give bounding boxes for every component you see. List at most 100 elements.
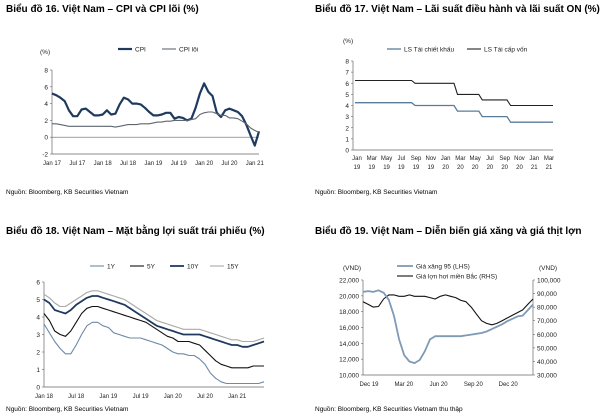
core-cpi-line: [52, 111, 260, 133]
x-tick-label: Jan 21: [246, 161, 265, 167]
x-tick-label: 20: [516, 165, 523, 171]
x-tick-label: 19: [428, 165, 435, 171]
legend-label: LS Tái cấp vốn: [484, 45, 528, 54]
legend-label: CPI: [135, 47, 146, 54]
x-tick-label: Jan 19: [144, 161, 163, 167]
x-tick-label: Jul 18: [68, 394, 85, 400]
yield-1y-line: [43, 321, 265, 385]
y-tick-label: 0: [44, 135, 48, 142]
y-tick-label: 6: [44, 84, 48, 91]
x-tick-label: 20: [442, 165, 449, 171]
x-tick-label: Jan 20: [164, 394, 183, 400]
y-tick-label: 6: [345, 81, 349, 88]
cpi-line: [51, 82, 261, 147]
x-tick-label: Jul 20: [221, 161, 238, 167]
y2-tick-label: 50,000: [537, 345, 557, 352]
chart-source: Nguồn: Bloomberg, KB Securities Vietnam: [6, 406, 129, 413]
y-tick-label: 18,000: [339, 309, 359, 316]
chart-source: Nguồn: Bloomberg, KB Securities Vietnam: [315, 189, 438, 196]
chart-svg: 6 5 4 3 2 1 0 Jan 18 Jul 18 Jan 19 Jul 19 Jan 20 Jul…: [35, 264, 265, 400]
pork-price-line: [362, 294, 534, 326]
y2-tick-label: 100,000: [537, 278, 561, 285]
y-tick-label: 14,000: [339, 341, 359, 348]
y-tick-label: 4: [36, 315, 40, 322]
y2-tick-label: 30,000: [537, 373, 557, 380]
legend-label: 5Y: [147, 264, 156, 271]
y-tick-label: 2: [44, 118, 48, 125]
y-tick-label: 22,000: [339, 278, 359, 285]
x-tick-label: Sep 20: [464, 382, 484, 388]
y-tick-label: 0: [345, 148, 349, 155]
x-tick-label: 20: [457, 165, 464, 171]
chart-title: Biểu đồ 18. Việt Nam – Mặt bằng lợi suất…: [6, 226, 265, 237]
x-tick-label: 19: [368, 165, 375, 171]
y-tick-label: 4: [44, 101, 48, 108]
y2-tick-label: 60,000: [537, 332, 557, 339]
discount-rate-line: [355, 102, 553, 123]
chart-title: Biểu đồ 16. Việt Nam – CPI và CPI lõi (%…: [6, 4, 199, 15]
x-tick-label: 21: [546, 165, 553, 171]
x-tick-label: Jul 18: [120, 161, 137, 167]
y-tick-label: 2: [345, 125, 349, 132]
y-tick-label: 4: [345, 103, 349, 110]
y2-axis-unit: (VND): [539, 265, 557, 272]
y-tick-label: 3: [36, 332, 40, 339]
x-tick-label: Jan: [529, 156, 539, 162]
x-tick-label: 21: [531, 165, 538, 171]
y-tick-label: 10,000: [339, 373, 359, 380]
y-tick-label: 2: [36, 350, 40, 357]
y-tick-label: 8: [345, 59, 349, 66]
y-tick-label: 1: [345, 136, 349, 143]
x-tick-label: Mar 20: [394, 382, 413, 388]
x-tick-label: Mar: [544, 156, 554, 162]
x-tick-label: Jan: [441, 156, 451, 162]
x-tick-label: Mar: [455, 156, 465, 162]
x-tick-label: Jul: [486, 156, 494, 162]
x-tick-label: Nov: [426, 156, 437, 162]
y-axis-unit: (%): [343, 38, 353, 45]
legend-label: LS Tái chiết khấu: [404, 45, 454, 54]
legend-label: CPI lõi: [179, 47, 198, 54]
x-tick-label: 19: [413, 165, 420, 171]
refinancing-rate-line: [355, 79, 553, 107]
x-tick-label: 19: [398, 165, 405, 171]
x-tick-label: Nov: [514, 156, 525, 162]
x-tick-label: Jan 20: [195, 161, 214, 167]
y-tick-label: 3: [345, 114, 349, 121]
x-tick-label: Sep: [411, 156, 422, 162]
chart-title: Biểu đồ 17. Việt Nam – Lãi suất điều hàn…: [315, 4, 600, 15]
y-axis-unit: (VND): [343, 265, 361, 272]
legend-label: 1Y: [107, 264, 116, 271]
yield-10y-line: [43, 295, 265, 348]
y-tick-label: 5: [36, 297, 40, 304]
y2-tick-label: 70,000: [537, 318, 557, 325]
y-tick-label: 6: [36, 280, 40, 287]
chart-panel-cpi: Biểu đồ 16. Việt Nam – CPI và CPI lõi (%…: [6, 4, 286, 204]
x-tick-label: Jan 17: [43, 161, 62, 167]
x-tick-label: Jan 18: [94, 161, 113, 167]
x-tick-label: Jan 19: [99, 394, 118, 400]
y-tick-label: 16,000: [339, 325, 359, 332]
x-tick-label: Jul 17: [69, 161, 86, 167]
y-tick-label: 5: [345, 92, 349, 99]
chart-title: Biểu đồ 19. Việt Nam – Diễn biến giá xăn…: [315, 226, 582, 237]
x-tick-label: May: [469, 156, 480, 162]
x-tick-label: Dec 19: [359, 382, 379, 388]
y-tick-label: -2: [42, 152, 48, 159]
y-tick-label: 1: [36, 367, 40, 374]
x-tick-label: Jul 19: [133, 394, 150, 400]
y-tick-label: 20,000: [339, 293, 359, 300]
y2-tick-label: 40,000: [537, 359, 557, 366]
y-tick-label: 8: [44, 68, 48, 75]
legend-label: 10Y: [187, 264, 199, 271]
x-tick-label: Mar: [367, 156, 377, 162]
x-tick-label: Jan: [352, 156, 362, 162]
y-tick-label: 12,000: [339, 357, 359, 364]
chart-svg: (VND) (VND) 22,000 20,000 18,000 16,000 14,000…: [339, 264, 561, 389]
y-tick-label: 0: [36, 385, 40, 392]
chart-svg: (%) 8 6 4 2 0 -2 Jan 17 Jul 17 Jan 18 Jul 18 Jan 19…: [40, 47, 265, 168]
x-tick-label: 20: [472, 165, 479, 171]
x-tick-label: 20: [501, 165, 508, 171]
x-tick-label: Jul: [397, 156, 405, 162]
chart-panel-bond-yield: Biểu đồ 18. Việt Nam – Mặt bằng lợi suất…: [6, 226, 286, 420]
